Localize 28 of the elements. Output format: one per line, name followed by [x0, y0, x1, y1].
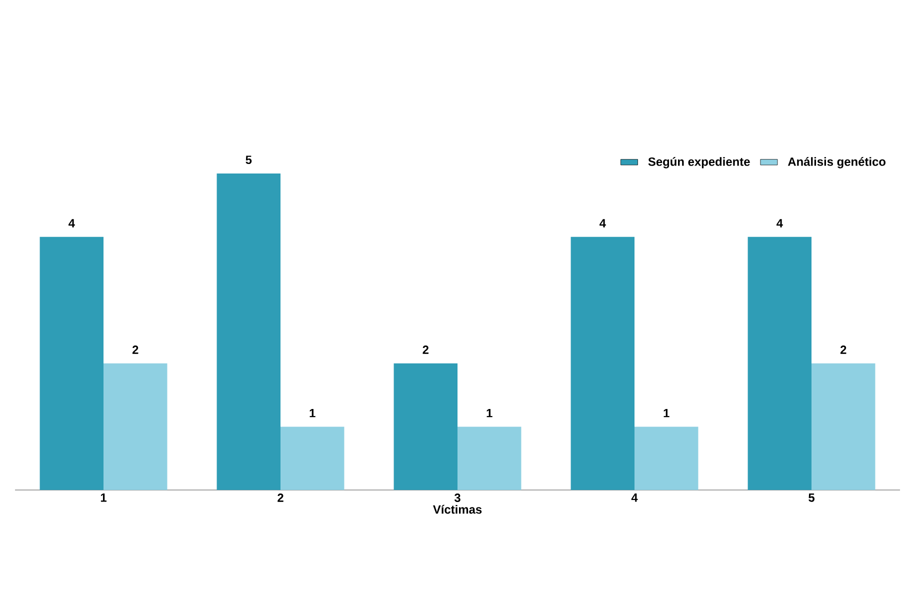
bar — [104, 363, 168, 490]
bar — [458, 426, 522, 490]
data-label: 1 — [664, 408, 670, 418]
legend-label: Análisis genético — [788, 157, 886, 168]
x-tick-label: 2 — [278, 494, 284, 502]
data-label: 4 — [600, 219, 606, 228]
bar — [748, 236, 812, 490]
data-label: 1 — [310, 408, 316, 418]
data-label: 4 — [68, 219, 75, 228]
x-tick-label: 5 — [808, 494, 814, 502]
legend-label: Según expediente — [648, 157, 750, 168]
data-label: 1 — [486, 408, 492, 418]
data-label: 5 — [246, 156, 252, 164]
data-label: 2 — [422, 346, 428, 354]
data-label: 2 — [840, 346, 846, 354]
x-axis-title: Víctimas — [433, 504, 482, 514]
x-tick-label: 1 — [100, 494, 106, 502]
x-tick-label: 4 — [631, 494, 638, 502]
bar — [570, 236, 635, 490]
bar — [216, 174, 281, 490]
x-tick-label: 3 — [454, 494, 460, 502]
bar — [280, 426, 344, 490]
bar — [40, 236, 104, 490]
data-label: 4 — [776, 219, 783, 228]
bar — [812, 363, 876, 490]
bar — [634, 426, 698, 490]
data-label: 2 — [132, 346, 138, 354]
bar — [394, 363, 458, 490]
